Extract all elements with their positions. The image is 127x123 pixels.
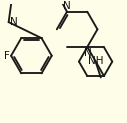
Text: N: N <box>84 48 91 58</box>
Text: N: N <box>10 17 18 27</box>
Text: F: F <box>4 51 10 61</box>
Text: NH: NH <box>88 56 103 66</box>
Text: N: N <box>63 1 71 11</box>
